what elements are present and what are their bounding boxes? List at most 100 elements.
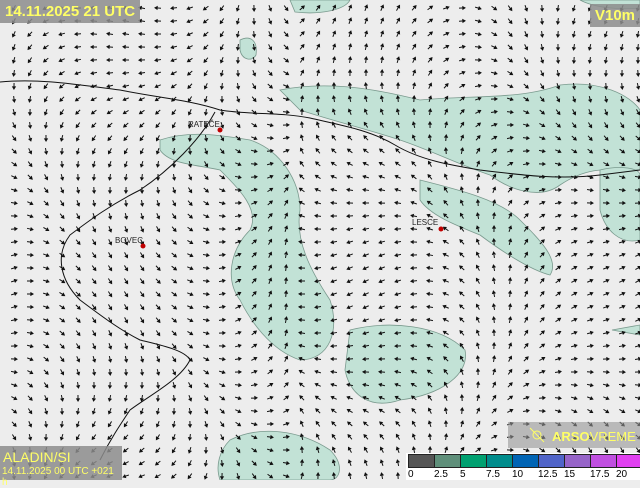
- wind-arrow: [26, 304, 34, 310]
- wind-arrow: [394, 200, 402, 206]
- wind-arrow: [26, 265, 34, 271]
- wind-arrow: [314, 265, 322, 271]
- wind-arrow: [635, 56, 640, 64]
- wind-arrow: [188, 174, 193, 181]
- wind-arrow: [27, 44, 33, 51]
- wind-arrow: [122, 122, 129, 128]
- wind-arrow: [491, 18, 498, 24]
- wind-arrow: [603, 396, 610, 401]
- wind-arrow: [539, 369, 546, 374]
- wind-arrow: [284, 212, 289, 219]
- wind-arrow: [443, 356, 449, 362]
- wind-arrow: [140, 330, 145, 337]
- wind-arrow: [426, 278, 434, 284]
- wind-arrow: [188, 395, 193, 402]
- wind-arrow: [74, 57, 82, 63]
- wind-arrow: [523, 110, 530, 115]
- wind-arrow: [75, 226, 81, 233]
- wind-arrow: [538, 382, 546, 388]
- wind-arrow: [298, 252, 306, 258]
- wind-arrow: [314, 252, 322, 258]
- wind-arrow: [394, 187, 402, 192]
- wind-arrow: [91, 434, 97, 441]
- wind-arrow: [571, 162, 578, 167]
- wind-arrow: [346, 382, 354, 388]
- wind-arrow: [603, 43, 608, 51]
- wind-arrow: [492, 186, 497, 193]
- wind-arrow: [379, 446, 384, 453]
- wind-arrow: [203, 473, 208, 480]
- wind-arrow: [203, 70, 209, 77]
- wind-arrow: [299, 446, 305, 454]
- wind-arrow: [554, 409, 562, 414]
- wind-arrow: [60, 382, 65, 389]
- legend-swatch: [460, 454, 487, 468]
- wind-arrow: [315, 472, 321, 480]
- wind-arrow: [26, 343, 34, 349]
- wind-arrow: [107, 186, 113, 194]
- wind-arrow: [299, 134, 304, 142]
- wind-arrow: [235, 421, 242, 427]
- wind-arrow: [27, 161, 33, 168]
- wind-arrow: [491, 329, 497, 337]
- wind-arrow: [92, 213, 97, 220]
- wind-arrow: [43, 96, 48, 103]
- wind-arrow: [458, 18, 466, 24]
- wind-arrow: [171, 343, 177, 350]
- wind-arrow: [411, 446, 417, 454]
- wind-arrow: [283, 44, 289, 50]
- wind-arrow: [268, 31, 273, 38]
- wind-arrow: [155, 381, 161, 389]
- wind-arrow: [27, 395, 33, 401]
- wind-arrow: [395, 95, 401, 103]
- wind-arrow: [251, 96, 257, 103]
- wind-arrow: [507, 148, 514, 153]
- wind-arrow: [267, 356, 273, 362]
- wind-arrow: [75, 381, 81, 389]
- wind-arrow: [364, 17, 369, 24]
- wind-arrow: [410, 330, 418, 336]
- wind-arrow: [603, 265, 610, 270]
- wind-arrow: [539, 83, 545, 90]
- wind-arrow: [395, 459, 401, 467]
- wind-arrow: [203, 459, 209, 467]
- wind-arrow: [412, 69, 417, 76]
- wind-arrow: [411, 43, 417, 50]
- wind-arrow: [266, 448, 274, 453]
- wind-arrow: [235, 291, 242, 296]
- wind-arrow: [363, 82, 369, 90]
- wind-arrow: [491, 290, 497, 298]
- wind-arrow: [330, 305, 338, 310]
- wind-arrow: [75, 407, 81, 415]
- wind-arrow: [187, 187, 193, 194]
- wind-arrow: [156, 343, 161, 350]
- wind-arrow: [554, 382, 562, 388]
- wind-arrow: [315, 420, 321, 427]
- wind-arrow: [122, 474, 129, 479]
- wind-arrow: [362, 213, 370, 219]
- model-run: 14.11.2025 00 UTC +021 h: [2, 466, 114, 488]
- wind-arrow: [539, 4, 545, 12]
- wind-arrow: [156, 356, 161, 363]
- wind-arrow: [314, 213, 322, 219]
- wind-arrow: [108, 226, 113, 233]
- wind-arrow: [331, 69, 337, 77]
- wind-arrow: [524, 44, 529, 51]
- wind-arrow: [267, 200, 274, 206]
- wind-arrow: [122, 461, 129, 466]
- wind-arrow: [59, 122, 64, 129]
- wind-arrow: [475, 447, 482, 453]
- wind-arrow: [171, 134, 176, 142]
- wind-arrow: [252, 56, 257, 64]
- wind-arrow: [74, 44, 82, 50]
- wind-arrow: [491, 355, 497, 363]
- wind-arrow: [138, 31, 146, 37]
- wind-arrow: [251, 343, 258, 349]
- wind-arrow: [427, 56, 433, 63]
- wind-arrow: [330, 161, 337, 167]
- wind-arrow: [315, 95, 321, 103]
- wind-arrow: [491, 434, 498, 439]
- wind-arrow: [635, 43, 640, 51]
- wind-arrow: [602, 369, 610, 375]
